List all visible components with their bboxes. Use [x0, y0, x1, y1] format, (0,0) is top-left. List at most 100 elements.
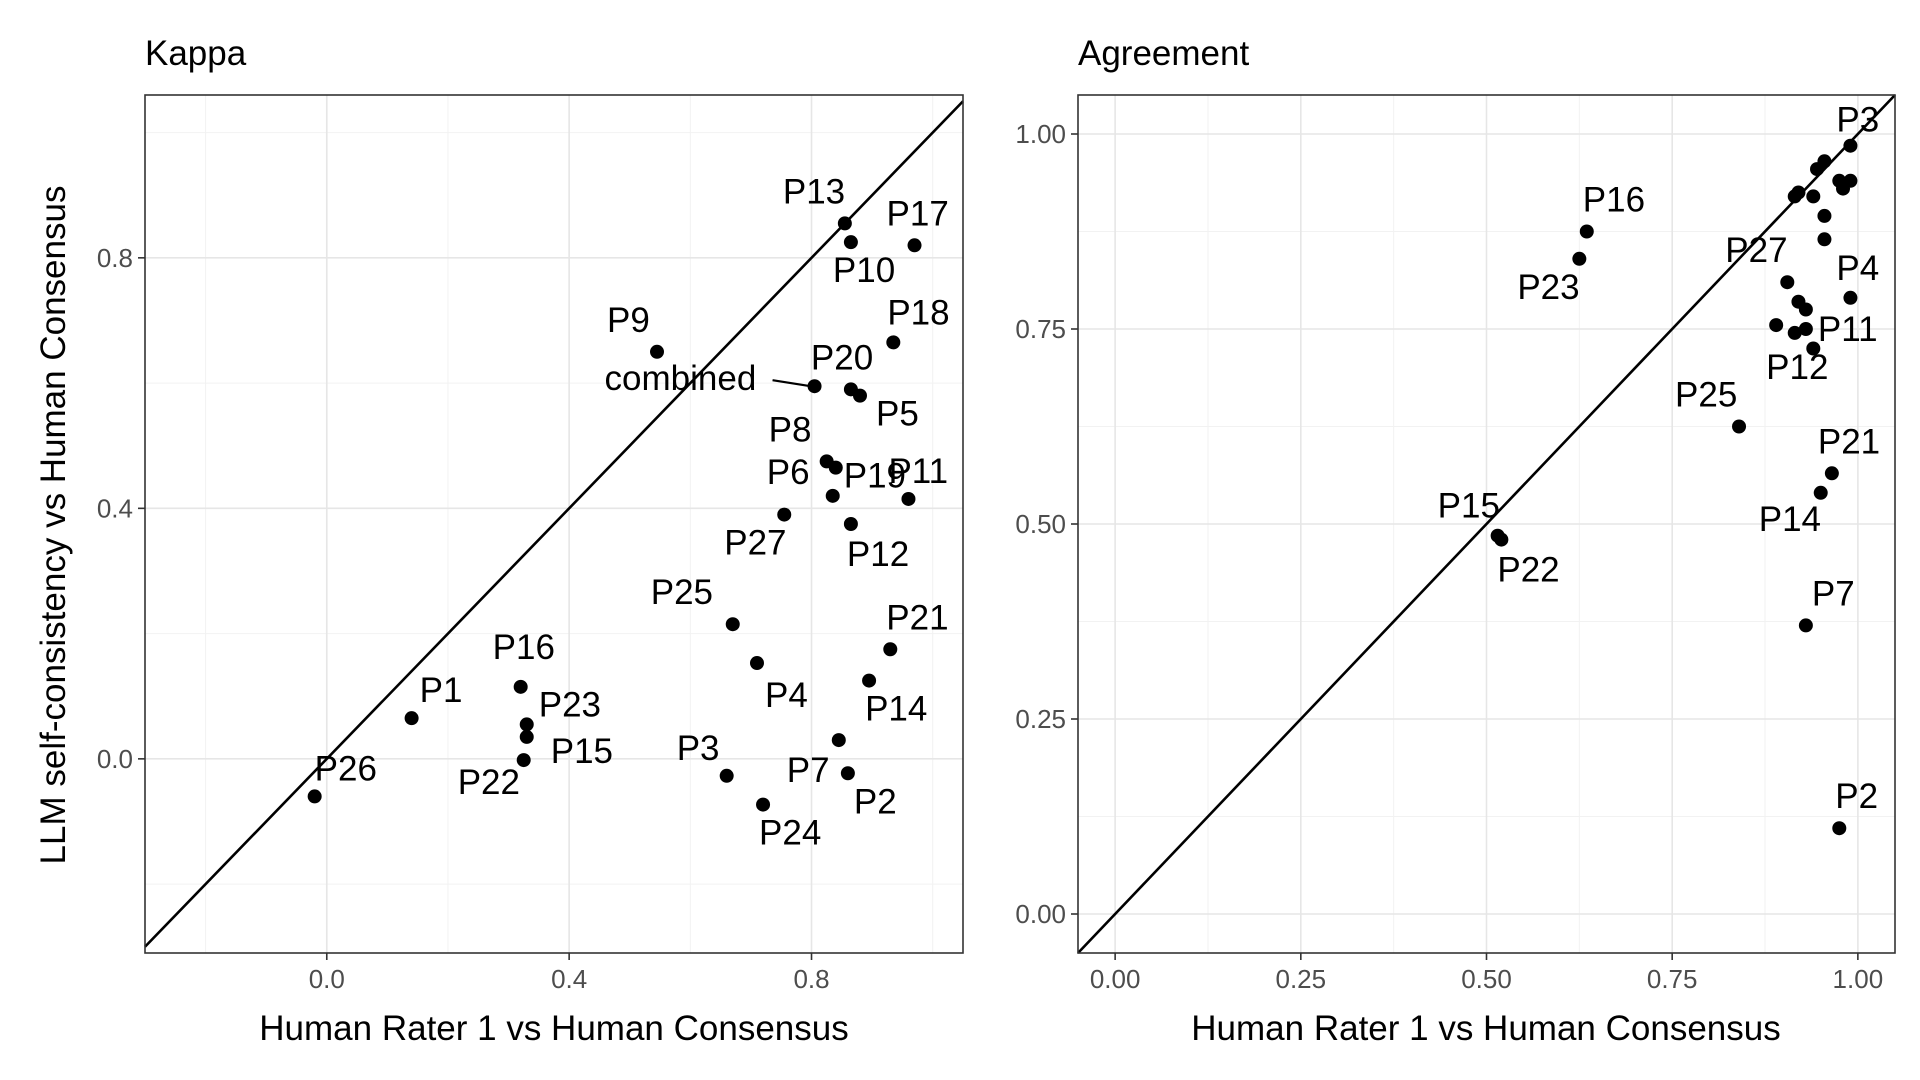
agreement-panel: Agreement P15P22P16P23P25P27P12P11P4P21P… — [1015, 34, 1896, 1048]
agreement-data-point — [1843, 290, 1858, 305]
agreement-point-label: P7 — [1812, 574, 1855, 613]
agreement-data-point — [1572, 251, 1587, 266]
agreement-panel-title: Agreement — [1078, 34, 1249, 73]
kappa-point-label: P22 — [458, 763, 520, 802]
kappa-data-point — [843, 235, 858, 250]
agreement-data-point — [1579, 224, 1594, 239]
agreement-point-label: P23 — [1517, 268, 1579, 307]
kappa-data-point — [825, 488, 840, 503]
agreement-data-point — [1806, 189, 1821, 204]
kappa-point-label: P20 — [811, 338, 873, 377]
kappa-label-leader-line — [772, 379, 811, 388]
kappa-point-label: P2 — [854, 782, 897, 821]
kappa-data-point — [831, 733, 846, 748]
kappa-data-point — [883, 642, 898, 657]
kappa-point-label: P24 — [759, 814, 821, 853]
agreement-point-label: P22 — [1497, 551, 1559, 590]
kappa-data-point — [777, 507, 792, 522]
agreement-data-point — [1806, 341, 1821, 356]
kappa-identity-line — [144, 100, 964, 948]
kappa-x-tick-label: 0.4 — [551, 964, 587, 994]
kappa-point-label: P3 — [677, 729, 720, 768]
agreement-y-tick-label: 1.00 — [1015, 119, 1066, 149]
agreement-point-label: P14 — [1759, 500, 1821, 539]
kappa-data-point — [840, 766, 855, 781]
kappa-point-label: P13 — [783, 172, 845, 211]
kappa-data-point — [404, 711, 419, 726]
kappa-point-label: P26 — [315, 749, 377, 788]
agreement-x-axis-title: Human Rater 1 vs Human Consensus — [1191, 1009, 1780, 1048]
kappa-data-point — [807, 379, 822, 394]
agreement-y-tick-label: 0.50 — [1015, 509, 1066, 539]
kappa-data-point — [886, 335, 901, 350]
agreement-data-point — [1787, 325, 1802, 340]
agreement-y-tick-label: 0.25 — [1015, 704, 1066, 734]
kappa-data-point — [519, 717, 534, 732]
agreement-point-label: P11 — [1818, 310, 1878, 349]
agreement-x-tick-label: 0.75 — [1647, 964, 1698, 994]
kappa-y-tick-label: 0.8 — [97, 243, 133, 273]
agreement-point-label: P21 — [1818, 422, 1880, 461]
agreement-data-point — [1824, 466, 1839, 481]
agreement-point-label: P15 — [1438, 487, 1500, 526]
agreement-data-point — [1817, 232, 1832, 247]
kappa-point-label: P17 — [887, 194, 949, 233]
kappa-x-axis-title: Human Rater 1 vs Human Consensus — [259, 1009, 848, 1048]
agreement-point-label: P25 — [1675, 376, 1737, 415]
kappa-data-point — [749, 656, 764, 671]
kappa-data-point — [513, 679, 528, 694]
agreement-x-tick-label: 1.00 — [1833, 964, 1884, 994]
kappa-data-point — [307, 789, 322, 804]
kappa-data-point — [719, 768, 734, 783]
agreement-y-tick-label: 0.75 — [1015, 314, 1066, 344]
kappa-point-label: P21 — [886, 598, 948, 637]
kappa-point-label: combined — [605, 359, 757, 398]
kappa-point-labels: P26 P1 P16 P23 P15 P22 P9 combined P3 P24 P25 P4 P27… — [315, 172, 950, 852]
kappa-point-label: P18 — [887, 293, 949, 332]
kappa-data-point — [852, 388, 867, 403]
kappa-data-point — [837, 216, 852, 231]
agreement-identity-line — [1077, 94, 1896, 954]
kappa-point-label: P10 — [833, 251, 895, 290]
agreement-data-point — [1780, 275, 1795, 290]
kappa-point-label: P6 — [767, 453, 810, 492]
kappa-panel-title: Kappa — [145, 34, 247, 73]
kappa-point-label: P15 — [551, 732, 613, 771]
kappa-point-label: P25 — [651, 573, 713, 612]
kappa-x-tick-label: 0.0 — [309, 964, 345, 994]
agreement-x-ticks: 0.00 0.25 0.50 0.75 1.00 — [1090, 953, 1883, 994]
kappa-data-point — [862, 673, 877, 688]
kappa-data-point — [650, 344, 665, 359]
kappa-point-label: P5 — [876, 395, 919, 434]
kappa-point-label: P19 — [844, 457, 906, 496]
kappa-x-tick-label: 0.8 — [793, 964, 829, 994]
kappa-data-point — [725, 617, 740, 632]
kappa-data-point — [828, 460, 843, 475]
agreement-data-point — [1832, 821, 1847, 836]
agreement-data-point — [1798, 618, 1813, 633]
agreement-data-point — [1791, 185, 1806, 200]
kappa-point-label: P23 — [539, 685, 601, 724]
agreement-point-label: P27 — [1725, 231, 1787, 270]
kappa-data-point — [901, 491, 916, 506]
kappa-point-label: P8 — [769, 410, 812, 449]
kappa-point-label: P4 — [765, 676, 808, 715]
kappa-panel: Kappa P26P1P16P23P15P22P9combinedP3P24P2… — [97, 34, 964, 1048]
agreement-x-tick-label: 0.50 — [1461, 964, 1512, 994]
agreement-points — [1490, 138, 1858, 836]
agreement-point-label: P2 — [1835, 777, 1878, 816]
agreement-data-point — [1769, 318, 1784, 333]
agreement-data-point — [1817, 208, 1832, 223]
agreement-data-point — [1798, 322, 1813, 336]
agreement-y-ticks: 0.00 0.25 0.50 0.75 1.00 — [1015, 119, 1078, 929]
agreement-point-label: P4 — [1836, 249, 1879, 288]
kappa-point-label: P14 — [865, 690, 927, 729]
kappa-point-label: P16 — [493, 628, 555, 667]
kappa-gridlines — [145, 95, 963, 953]
kappa-data-point — [516, 753, 531, 768]
y-axis-title: LLM self-consistency vs Human Consensus — [34, 186, 73, 865]
agreement-data-point — [1836, 181, 1851, 196]
agreement-data-point — [1817, 154, 1832, 169]
